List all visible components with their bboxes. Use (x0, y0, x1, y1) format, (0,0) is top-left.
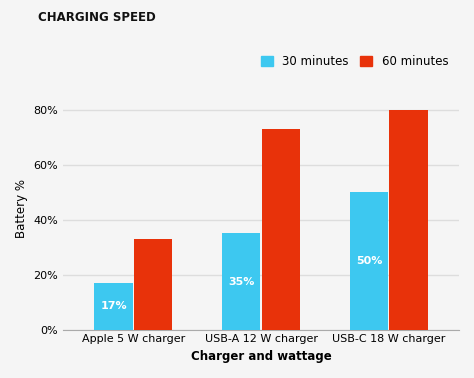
X-axis label: Charger and wattage: Charger and wattage (191, 350, 331, 363)
Bar (262, 129, 300, 330)
Y-axis label: Battery %: Battery % (15, 179, 28, 238)
Text: 80%: 80% (395, 215, 422, 225)
Bar (134, 239, 173, 330)
Bar (222, 234, 260, 330)
Text: 33%: 33% (140, 279, 166, 289)
Bar (350, 192, 388, 330)
Text: 17%: 17% (100, 301, 127, 311)
Text: 50%: 50% (356, 256, 382, 266)
Bar (94, 283, 133, 330)
Text: 73%: 73% (268, 225, 294, 234)
Text: CHARGING SPEED: CHARGING SPEED (38, 11, 155, 24)
Bar (390, 110, 428, 330)
Text: 35%: 35% (228, 277, 255, 287)
Legend: 30 minutes, 60 minutes: 30 minutes, 60 minutes (256, 50, 453, 73)
